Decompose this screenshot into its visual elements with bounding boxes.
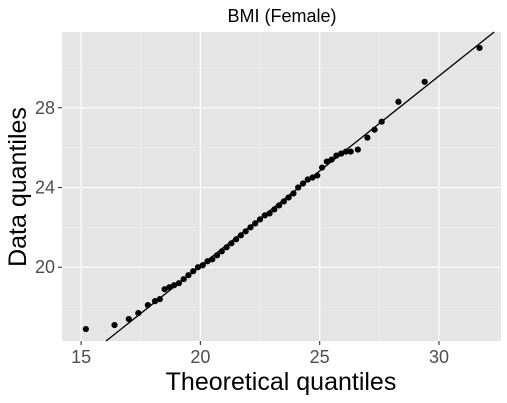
data-point: [156, 296, 163, 303]
data-point: [125, 315, 132, 323]
data-point: [199, 262, 206, 269]
data-point: [354, 146, 361, 153]
data-point: [276, 202, 283, 209]
data-point: [347, 148, 354, 155]
data-point: [180, 276, 187, 283]
x-tick-label: 25: [310, 347, 330, 367]
data-point: [261, 212, 268, 219]
data-point: [280, 198, 287, 205]
y-tick-label: 28: [35, 98, 55, 118]
data-point: [304, 176, 311, 183]
data-point: [213, 252, 221, 259]
major-gridlines: [62, 32, 501, 341]
data-point: [166, 284, 173, 291]
data-point: [218, 248, 225, 255]
x-axis: 15 20 25 30: [71, 341, 449, 367]
data-point: [252, 220, 259, 227]
data-point: [395, 98, 402, 105]
y-tick-label: 20: [35, 257, 55, 277]
data-point: [309, 174, 316, 181]
data-point: [314, 172, 321, 179]
data-point: [364, 134, 371, 141]
data-point: [161, 286, 168, 293]
data-point: [151, 298, 159, 305]
data-point: [242, 228, 249, 235]
x-tick-label: 30: [429, 347, 449, 367]
data-point: [378, 118, 385, 125]
data-point: [299, 180, 307, 187]
data-point: [171, 282, 178, 289]
data-point: [285, 194, 292, 201]
data-point: [256, 216, 264, 223]
data-point: [328, 156, 335, 163]
data-point: [318, 164, 326, 171]
data-point: [233, 236, 240, 243]
data-point: [175, 280, 183, 287]
data-point: [371, 126, 378, 133]
data-point: [82, 325, 89, 333]
data-point: [135, 309, 142, 317]
data-point: [323, 158, 330, 165]
y-axis-title: Data quantiles: [4, 107, 32, 267]
data-point: [338, 150, 345, 157]
chart-title: BMI (Female): [227, 6, 336, 26]
data-point: [271, 206, 278, 213]
data-points: [82, 44, 483, 333]
data-point: [194, 264, 202, 271]
data-point: [247, 224, 254, 231]
data-point: [295, 184, 302, 191]
data-point: [144, 302, 151, 309]
data-point: [204, 258, 211, 265]
data-point: [111, 321, 118, 329]
data-point: [237, 232, 245, 239]
y-axis: 20 24 28: [35, 98, 62, 277]
minor-gridlines: [62, 32, 501, 341]
data-point: [333, 152, 340, 159]
x-axis-title: Theoretical quantiles: [166, 368, 397, 396]
data-point: [190, 268, 197, 275]
x-tick-label: 20: [190, 347, 210, 367]
data-point: [185, 272, 192, 279]
data-point: [228, 240, 235, 247]
data-point: [342, 148, 350, 155]
x-tick-label: 15: [71, 347, 91, 367]
data-point: [476, 44, 483, 52]
data-point: [421, 78, 428, 85]
data-point: [209, 256, 216, 263]
plot-panel: [62, 32, 501, 341]
y-tick-label: 24: [35, 177, 55, 197]
data-point: [290, 190, 297, 197]
data-point: [266, 210, 273, 217]
data-point: [223, 244, 230, 251]
